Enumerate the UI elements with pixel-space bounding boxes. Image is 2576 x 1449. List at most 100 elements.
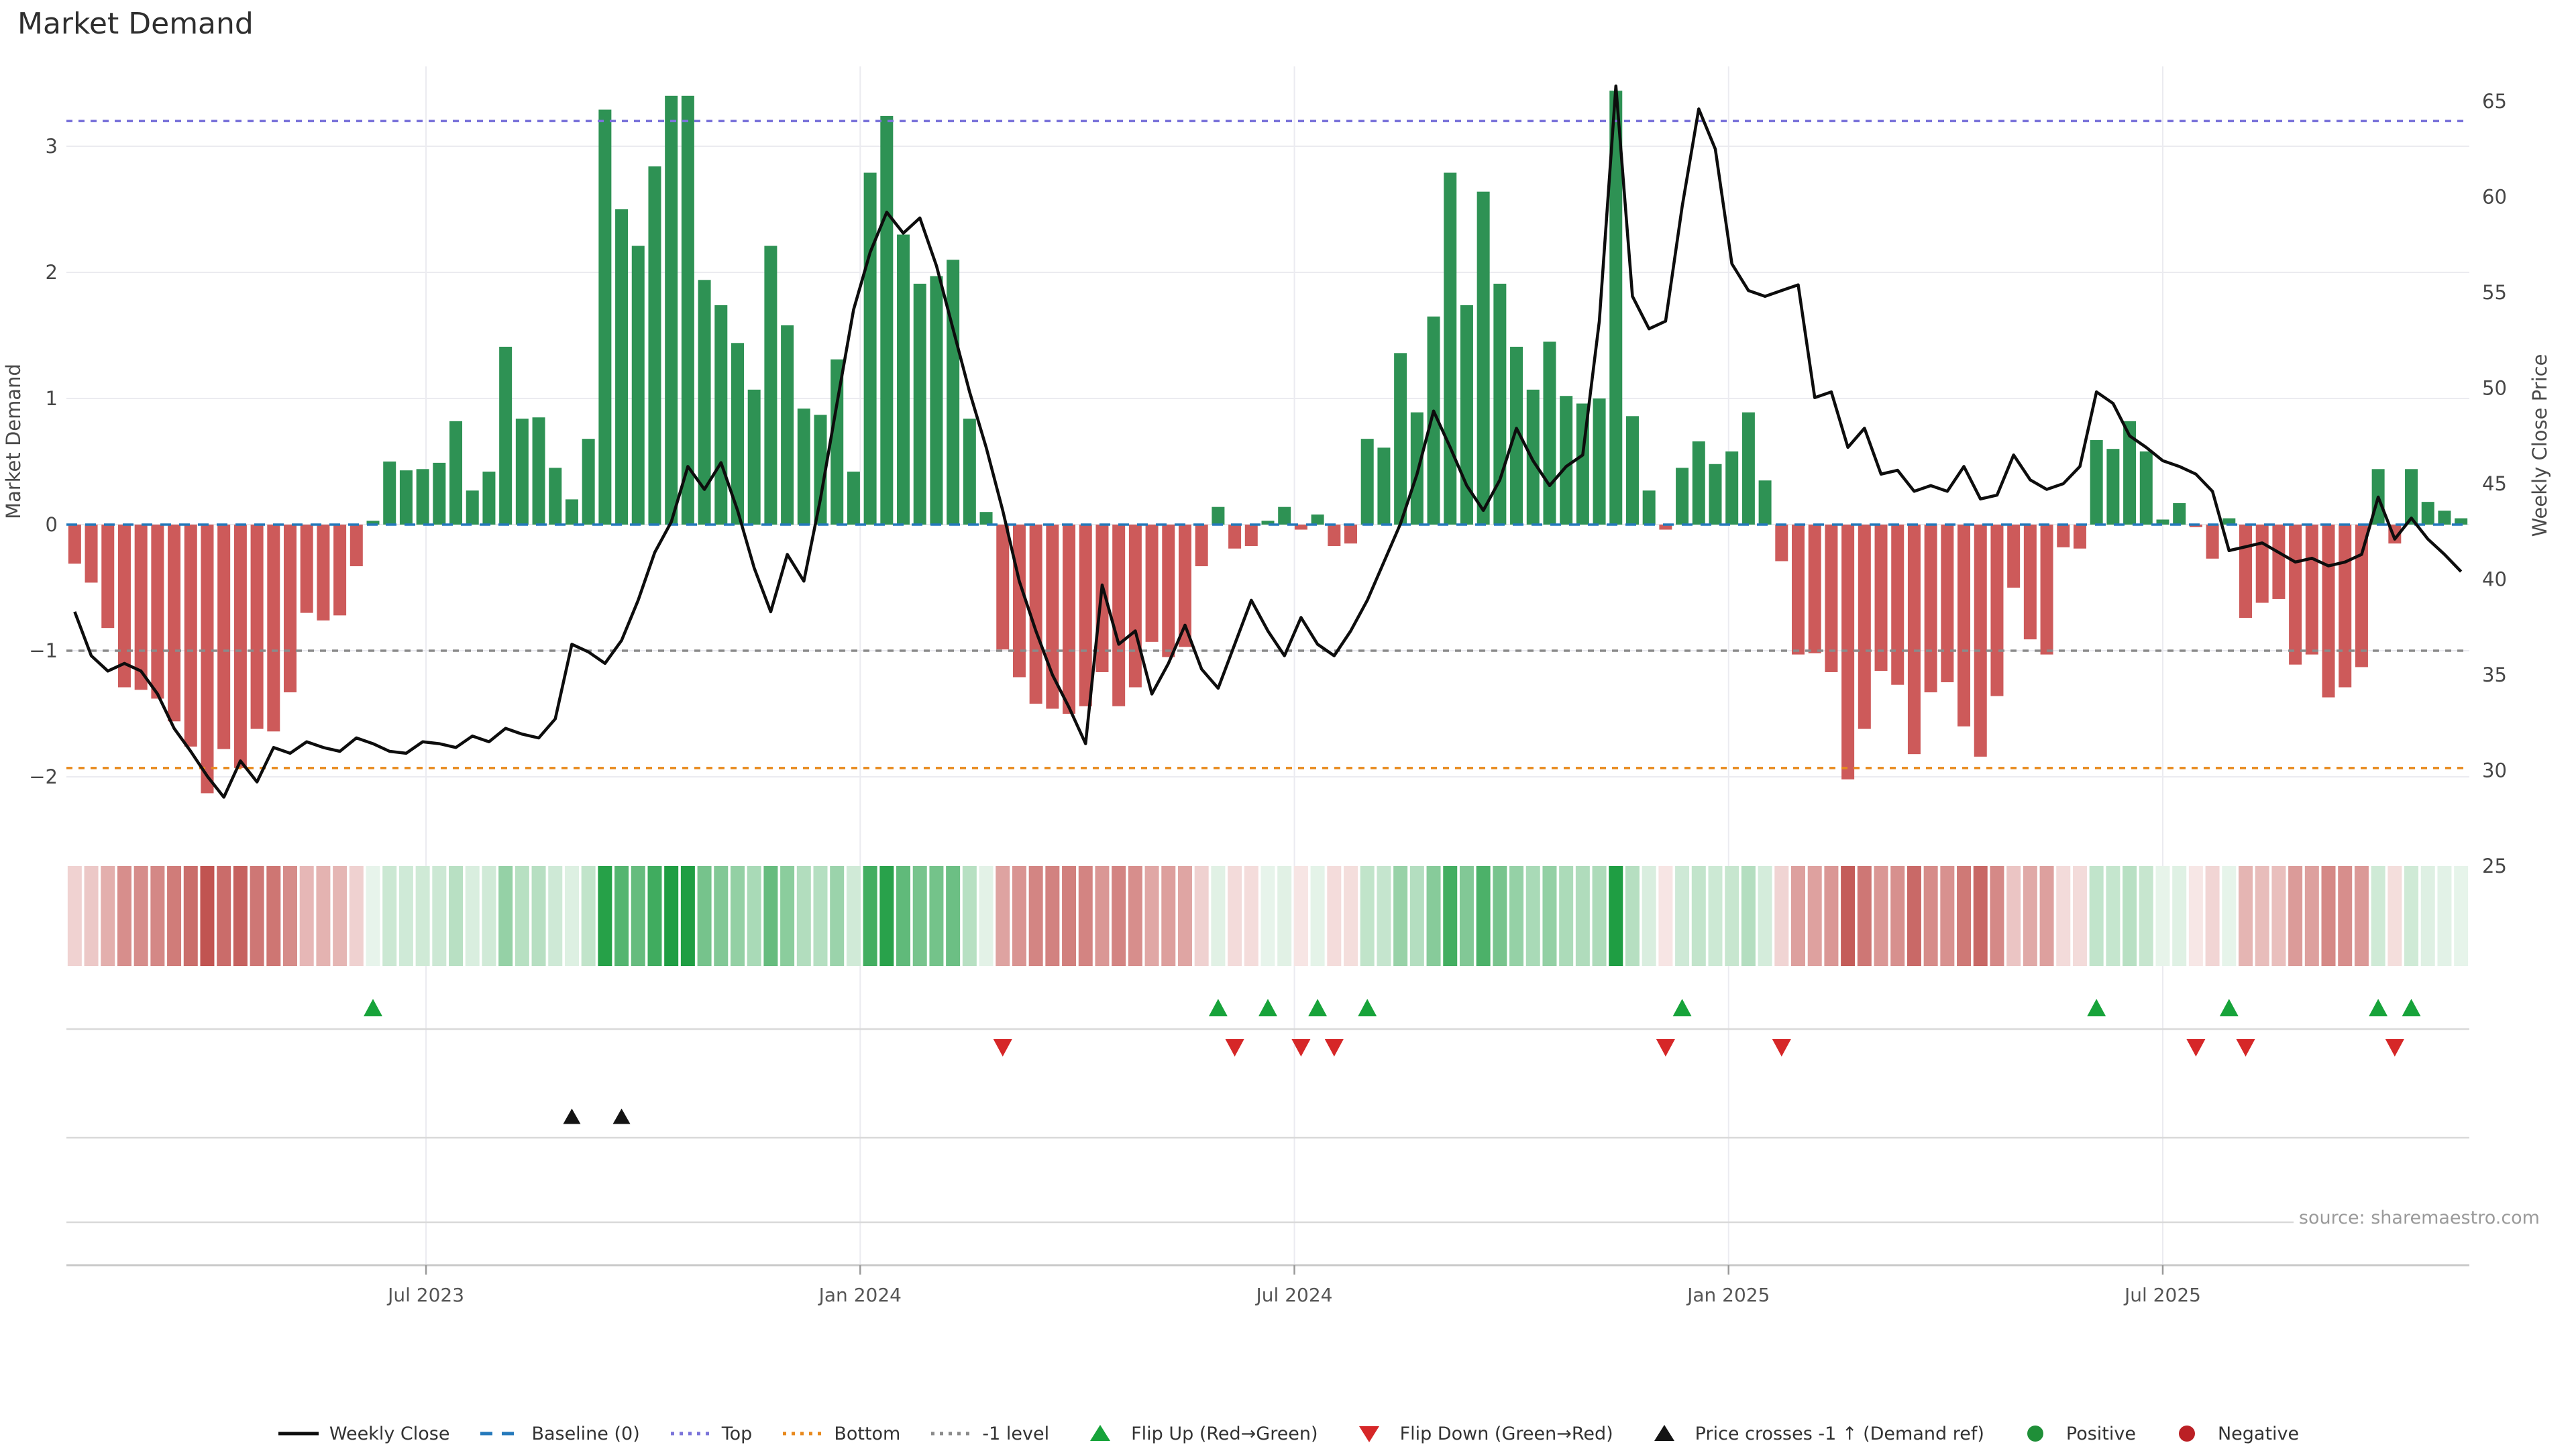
bar-positive xyxy=(416,469,429,525)
legend-label: Price crosses -1 ↑ (Demand ref) xyxy=(1695,1423,1984,1444)
heat-cell xyxy=(1725,866,1739,966)
heat-cell xyxy=(498,866,513,966)
legend-item[interactable]: Flip Down (Green→Red) xyxy=(1348,1422,1613,1445)
bar-negative xyxy=(350,525,363,567)
price-cross-marker xyxy=(612,1108,631,1124)
heat-cell xyxy=(250,866,264,966)
heat-cell xyxy=(1575,866,1590,966)
legend-item[interactable]: Bottom xyxy=(782,1422,900,1445)
heat-cell xyxy=(1758,866,1772,966)
right-axis-tick: 50 xyxy=(2482,377,2507,400)
heat-cell xyxy=(564,866,579,966)
legend-swatch-circle xyxy=(2178,1426,2195,1442)
bar-negative xyxy=(151,525,164,699)
heat-cell xyxy=(1327,866,1342,966)
heat-cell xyxy=(1625,866,1640,966)
legend-label: Baseline (0) xyxy=(531,1423,640,1444)
heat-cell xyxy=(1012,866,1026,966)
bar-positive xyxy=(1360,439,1374,525)
legend-item[interactable]: Negative xyxy=(2165,1422,2299,1445)
heat-cell xyxy=(996,866,1010,966)
flip-down-marker xyxy=(993,1039,1012,1057)
heat-cell xyxy=(1360,866,1375,966)
heat-cell xyxy=(1841,866,1856,966)
right-axis-tick: 55 xyxy=(2482,281,2507,304)
price-cross-marker xyxy=(563,1108,581,1124)
heat-cell xyxy=(714,866,729,966)
bar-positive xyxy=(631,246,645,525)
bar-positive xyxy=(2222,518,2236,525)
bar-positive xyxy=(399,470,413,525)
bar-positive xyxy=(1477,191,1490,525)
bar-negative xyxy=(1029,525,1042,704)
bar-positive xyxy=(2156,519,2169,525)
left-axis-tick: 1 xyxy=(46,387,58,410)
bar-negative xyxy=(2355,525,2368,667)
legend-item[interactable]: Positive xyxy=(2014,1422,2136,1445)
bar-negative xyxy=(996,525,1010,650)
left-axis-tick: 2 xyxy=(46,261,58,284)
heat-cell xyxy=(1957,866,1972,966)
bar-positive xyxy=(2405,469,2418,525)
heat-cell xyxy=(1161,866,1176,966)
flip-up-marker xyxy=(1672,999,1692,1016)
bar-negative xyxy=(1244,525,1258,546)
right-axis-tick: 60 xyxy=(2482,186,2507,209)
legend-label: -1 level xyxy=(982,1423,1050,1444)
flip-down-marker xyxy=(1656,1039,1675,1057)
heat-cell xyxy=(1525,866,1540,966)
heat-cell xyxy=(962,866,977,966)
bar-positive xyxy=(814,415,827,525)
heat-cell xyxy=(101,866,115,966)
heat-cell xyxy=(1377,866,1391,966)
bar-positive xyxy=(2455,518,2468,525)
bar-negative xyxy=(201,525,214,794)
bar-positive xyxy=(532,417,545,525)
bar-positive xyxy=(1261,521,1275,525)
bar-positive xyxy=(979,512,993,525)
bar-positive xyxy=(2421,502,2434,525)
weekly-close-line xyxy=(73,84,2463,799)
bar-positive xyxy=(681,95,694,525)
bar-positive xyxy=(897,234,910,525)
bar-negative xyxy=(1808,525,1821,653)
bar-positive xyxy=(1510,346,1523,525)
x-axis-tick: Jan 2025 xyxy=(1686,1284,1770,1306)
heat-cell xyxy=(2437,866,2452,966)
flip-down-marker xyxy=(1772,1039,1791,1057)
bar-negative xyxy=(1063,525,1076,714)
bar-negative xyxy=(2255,525,2269,603)
heat-cell xyxy=(1824,866,1839,966)
bar-positive xyxy=(1560,396,1573,525)
legend-item[interactable]: Flip Up (Red→Green) xyxy=(1079,1422,1318,1445)
flip-up-marker xyxy=(2087,999,2106,1016)
heat-cell xyxy=(1990,866,2004,966)
heat-cell xyxy=(1260,866,1275,966)
legend-swatch-tri-up xyxy=(1090,1425,1111,1441)
heat-cell xyxy=(747,866,761,966)
heat-cell xyxy=(515,866,529,966)
left-axis-tick: 0 xyxy=(46,513,58,536)
legend-swatch-tri-up xyxy=(1654,1425,1674,1441)
heat-cell xyxy=(1393,866,1408,966)
heat-cell xyxy=(631,866,645,966)
heat-cell xyxy=(1940,866,1955,966)
right-axis-tick: 25 xyxy=(2482,855,2507,877)
heat-cell xyxy=(2205,866,2220,966)
legend-item[interactable]: Weekly Close xyxy=(277,1422,449,1445)
legend-swatch-dots xyxy=(931,1432,972,1436)
heat-cell xyxy=(2123,866,2137,966)
heat-cell xyxy=(2089,866,2104,966)
legend-item[interactable]: Top xyxy=(669,1422,752,1445)
legend-item[interactable]: -1 level xyxy=(930,1422,1049,1445)
right-axis-tick: 40 xyxy=(2482,568,2507,591)
legend-item[interactable]: Price crosses -1 ↑ (Demand ref) xyxy=(1643,1422,1984,1445)
heat-cell xyxy=(2072,866,2087,966)
heat-cell xyxy=(2188,866,2203,966)
legend-swatch-tri-down xyxy=(1358,1426,1379,1442)
flip-up-marker xyxy=(1358,999,1377,1016)
bar-negative xyxy=(134,525,148,690)
bar-positive xyxy=(2438,511,2451,525)
legend-item[interactable]: Baseline (0) xyxy=(479,1422,640,1445)
